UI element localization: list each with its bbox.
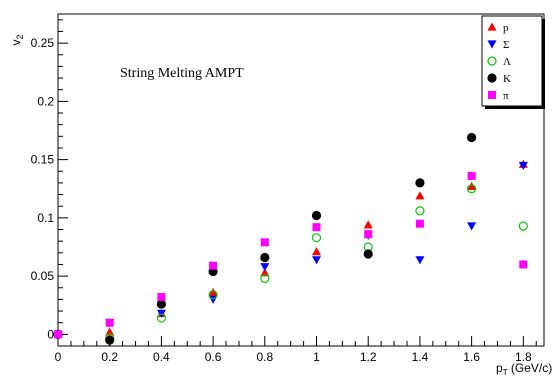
data-point-series-4 <box>209 261 218 270</box>
data-point-series-4 <box>157 293 166 302</box>
y-axis-title-main: v <box>9 40 23 46</box>
legend-marker-series-4 <box>488 91 496 99</box>
data-point-series-2 <box>208 290 218 300</box>
legend-marker-series-3 <box>487 73 497 83</box>
data-point-series-0 <box>312 247 322 256</box>
data-point-series-4 <box>364 230 373 239</box>
y-tick-label: 0.1 <box>37 211 54 225</box>
y-tick-label: 0.15 <box>31 153 55 167</box>
y-tick-label: 0.05 <box>31 269 55 283</box>
data-point-series-3 <box>363 249 373 259</box>
data-point-series-4 <box>260 238 269 247</box>
x-tick-label: 1.8 <box>515 350 532 364</box>
data-point-series-4 <box>312 223 321 232</box>
legend-label: p <box>503 22 509 34</box>
data-point-series-3 <box>105 335 115 345</box>
data-point-series-0 <box>415 191 425 200</box>
legend-label: Σ <box>503 39 509 51</box>
x-axis-title: pT (GeV/c) <box>496 361 552 376</box>
x-axis: 0 0.2 0.4 0.6 0.8 1 1.2 1.4 1.6 1.8 <box>55 336 537 364</box>
data-point-series-1 <box>312 256 322 265</box>
data-point-series-3 <box>467 132 477 143</box>
plot-frame <box>57 13 545 347</box>
data-point-series-1 <box>260 263 270 272</box>
x-tick-label: 0.8 <box>256 350 273 364</box>
data-point-series-0 <box>208 287 218 297</box>
x-axis-title-unit: (GeV/c) <box>508 361 553 375</box>
data-point-series-2 <box>156 313 167 323</box>
x-tick-label: 1.2 <box>360 350 377 364</box>
x-tick-label: 0 <box>55 350 62 364</box>
data-point-series-0 <box>363 220 373 229</box>
data-point-series-2 <box>311 233 322 243</box>
legend-marker-series-2 <box>487 56 497 66</box>
data-point-series-2 <box>260 273 270 284</box>
chart-annotation: String Melting AMPT <box>120 66 244 81</box>
data-point-series-4 <box>415 219 424 228</box>
data-point-series-4 <box>54 330 62 339</box>
y-axis: 0 0.05 0.1 0.15 0.2 0.25 <box>31 19 68 347</box>
legend-label: K <box>503 73 511 85</box>
y-tick-label: 0 <box>47 327 54 341</box>
data-point-series-0 <box>467 181 477 191</box>
data-point-series-4 <box>105 318 114 327</box>
data-point-series-3 <box>311 210 322 221</box>
x-axis-title-subscript: T <box>503 368 508 376</box>
x-axis-title-main: p <box>496 361 503 375</box>
data-point-series-2 <box>467 184 477 194</box>
x-tick-label: 1.4 <box>412 350 429 364</box>
data-point-series-1 <box>415 256 425 265</box>
legend-label: Λ <box>503 56 511 68</box>
data-point-series-2 <box>518 221 528 231</box>
x-tick-label: 0.6 <box>205 350 222 364</box>
x-tick-label: 0.2 <box>101 350 118 364</box>
x-tick-label: 0.4 <box>153 350 170 364</box>
y-axis-title-subscript: 2 <box>15 34 25 39</box>
data-point-series-3 <box>156 299 167 309</box>
y-tick-label: 0.25 <box>31 36 55 50</box>
data-point-series-4 <box>467 171 476 180</box>
data-point-series-3 <box>415 178 425 188</box>
y-tick-label: 0.2 <box>37 94 54 108</box>
data-points <box>53 132 528 345</box>
data-point-series-4 <box>519 260 528 269</box>
data-point-series-1 <box>467 222 477 231</box>
data-point-series-3 <box>260 252 270 263</box>
x-tick-label: 1.6 <box>463 350 480 364</box>
data-point-series-0 <box>105 327 115 336</box>
legend-label: π <box>503 90 509 102</box>
data-point-series-0 <box>260 268 270 277</box>
y-axis-title: v2 <box>9 34 25 45</box>
legend-marker-series-0 <box>487 22 497 31</box>
data-point-series-1 <box>518 161 528 170</box>
x-tick-label: 1 <box>313 350 320 364</box>
legend-marker-series-1 <box>487 40 497 49</box>
data-point-series-2 <box>415 206 425 216</box>
